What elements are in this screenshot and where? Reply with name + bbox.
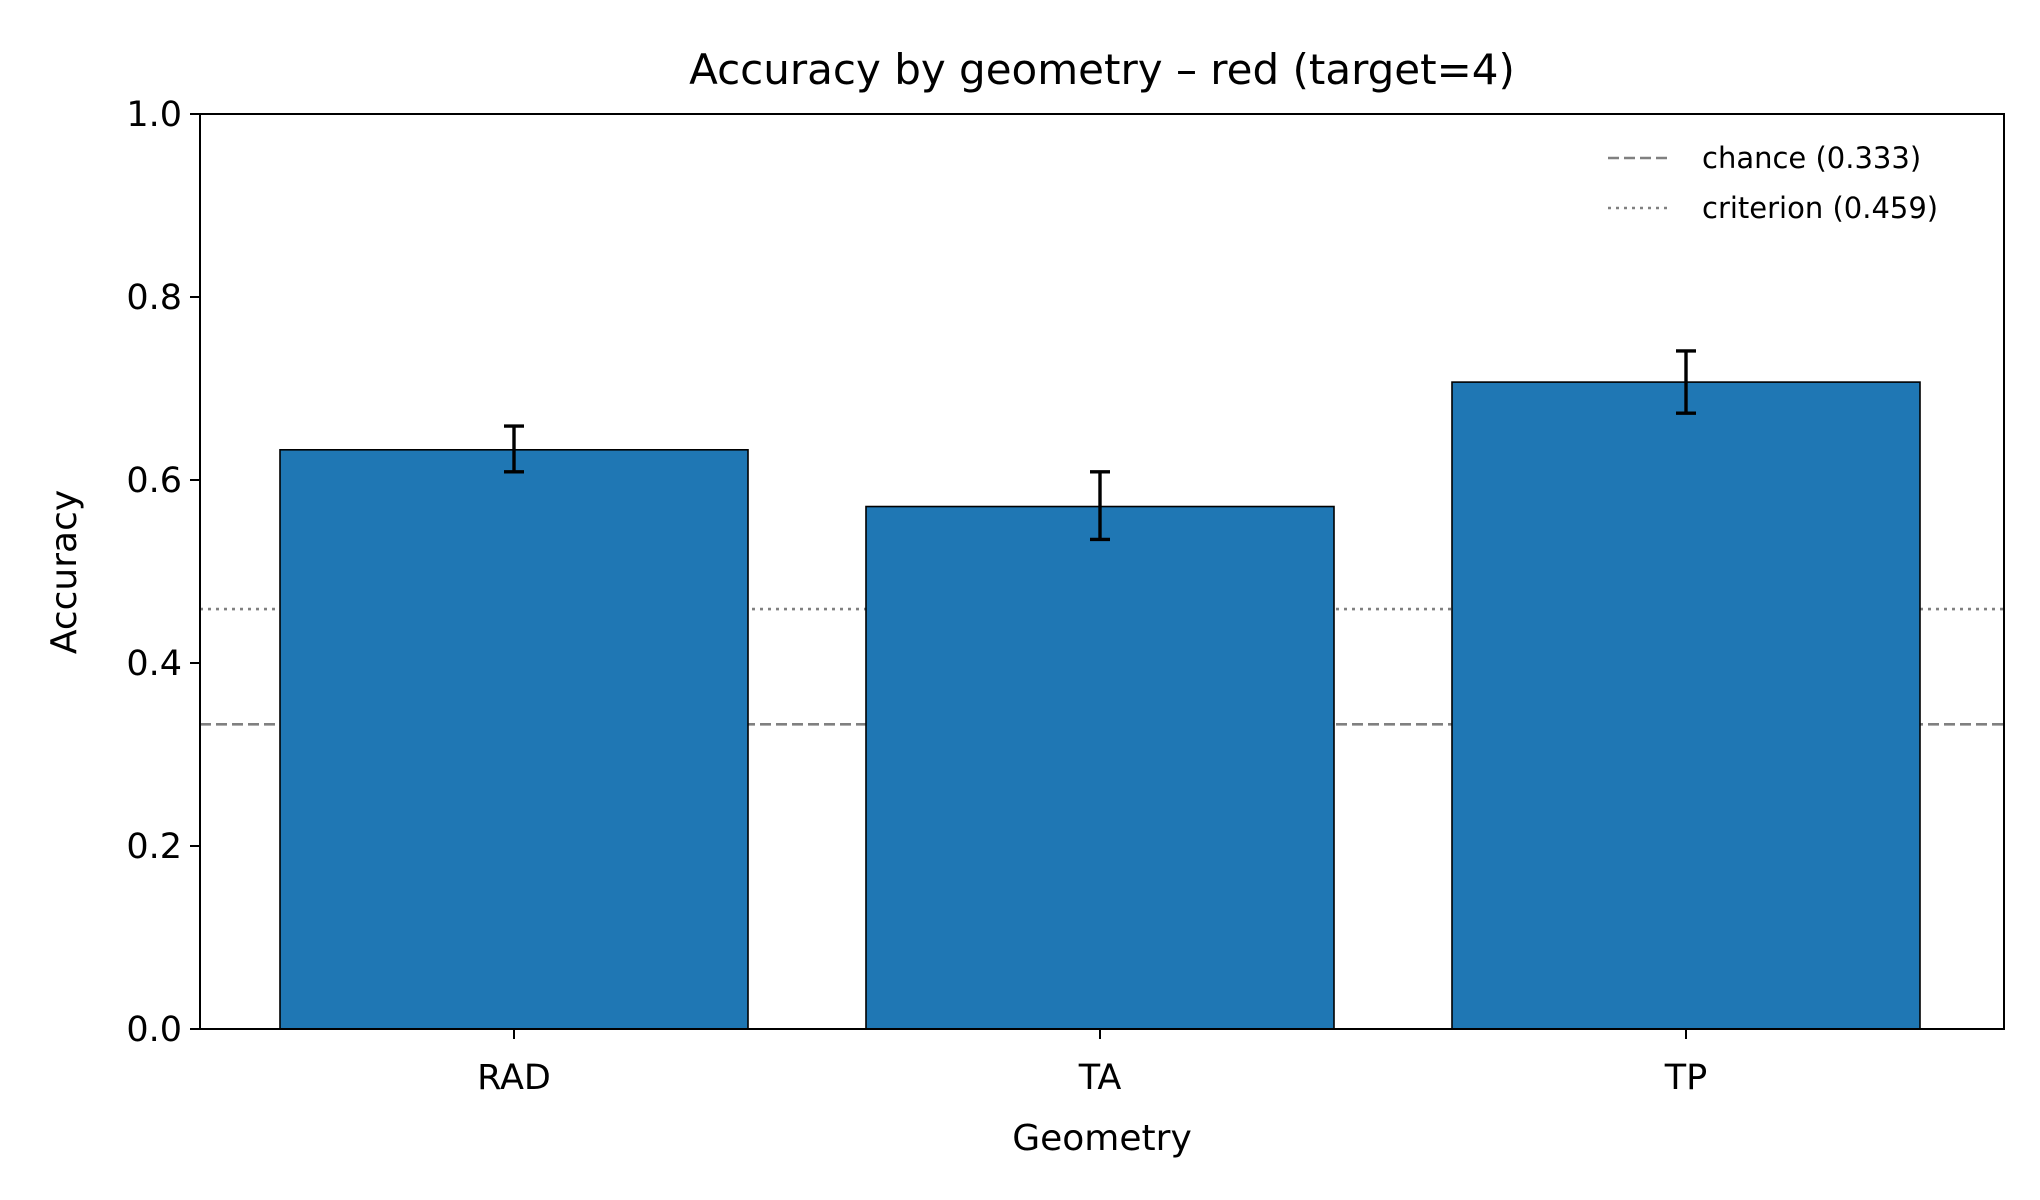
y-tick-label: 1.0 [126, 95, 182, 135]
x-axis-label: Geometry [1012, 1118, 1192, 1159]
x-tick-label: TA [1078, 1058, 1122, 1098]
y-tick-label: 0.6 [126, 461, 182, 501]
error-bar-rad [504, 424, 524, 474]
x-axis: RAD TA TP [477, 1029, 1707, 1098]
x-tick-label: RAD [477, 1058, 551, 1098]
y-tick-label: 0.0 [126, 1010, 182, 1050]
y-tick-label: 0.4 [126, 644, 182, 684]
error-bar-ta [1090, 470, 1110, 542]
legend-label: chance (0.333) [1702, 141, 1921, 175]
bars-group [279, 381, 1921, 1030]
y-axis: 0.0 0.2 0.4 0.6 0.8 1.0 [126, 95, 200, 1050]
bar-rad [279, 449, 749, 1030]
x-tick-label: TP [1664, 1058, 1708, 1098]
legend: chance (0.333) criterion (0.459) [1608, 141, 1938, 225]
error-bar-tp [1676, 349, 1696, 415]
error-bars-group [504, 349, 1696, 542]
plot-frame [199, 113, 2005, 1030]
bar-tp [1451, 381, 1921, 1030]
legend-label: criterion (0.459) [1702, 191, 1938, 225]
bar-ta [865, 505, 1335, 1030]
chart-title: Accuracy by geometry – red (target=4) [689, 45, 1515, 94]
y-tick-label: 0.8 [126, 278, 182, 318]
y-axis-label: Accuracy [44, 490, 85, 654]
y-tick-label: 0.2 [126, 827, 182, 867]
